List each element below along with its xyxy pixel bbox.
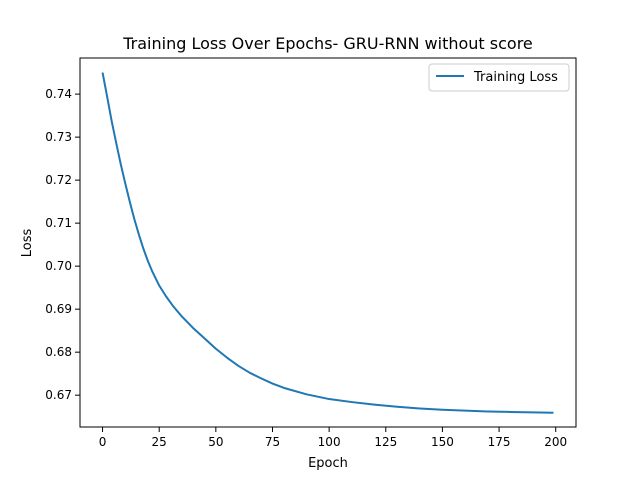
x-tick-label: 75 [265,435,280,449]
x-tick-label: 175 [488,435,511,449]
y-tick-label: 0.68 [45,345,72,359]
x-axis-ticks: 0 25 50 75 100 125 150 175 200 [99,427,567,449]
x-tick-label: 200 [544,435,567,449]
y-tick-label: 0.69 [45,302,72,316]
x-tick-label: 25 [152,435,167,449]
plot-area [80,58,576,427]
y-tick-label: 0.72 [45,173,72,187]
x-tick-label: 150 [431,435,454,449]
series-line-training-loss [101,72,554,414]
y-tick-label: 0.70 [45,259,72,273]
x-tick-label: 50 [208,435,223,449]
y-axis-label: Loss [20,229,35,258]
x-tick-label: 0 [99,435,107,449]
y-axis-ticks: 0.67 0.68 0.69 0.70 0.71 0.72 0.73 0.74 [45,87,80,402]
plot-frame [79,57,577,428]
y-tick-label: 0.74 [45,87,72,101]
y-tick-label: 0.67 [45,388,72,402]
legend-box [428,63,570,92]
y-tick-label: 0.73 [45,130,72,144]
series-layer [101,72,554,414]
legend-label-training-loss: Training Loss [473,70,558,85]
x-axis-label: Epoch [308,456,348,471]
x-tick-label: 100 [318,435,341,449]
chart-title: Training Loss Over Epochs- GRU-RNN witho… [122,34,533,53]
y-tick-label: 0.71 [45,216,72,230]
x-tick-label: 125 [374,435,397,449]
legend: Training Loss [428,63,570,92]
